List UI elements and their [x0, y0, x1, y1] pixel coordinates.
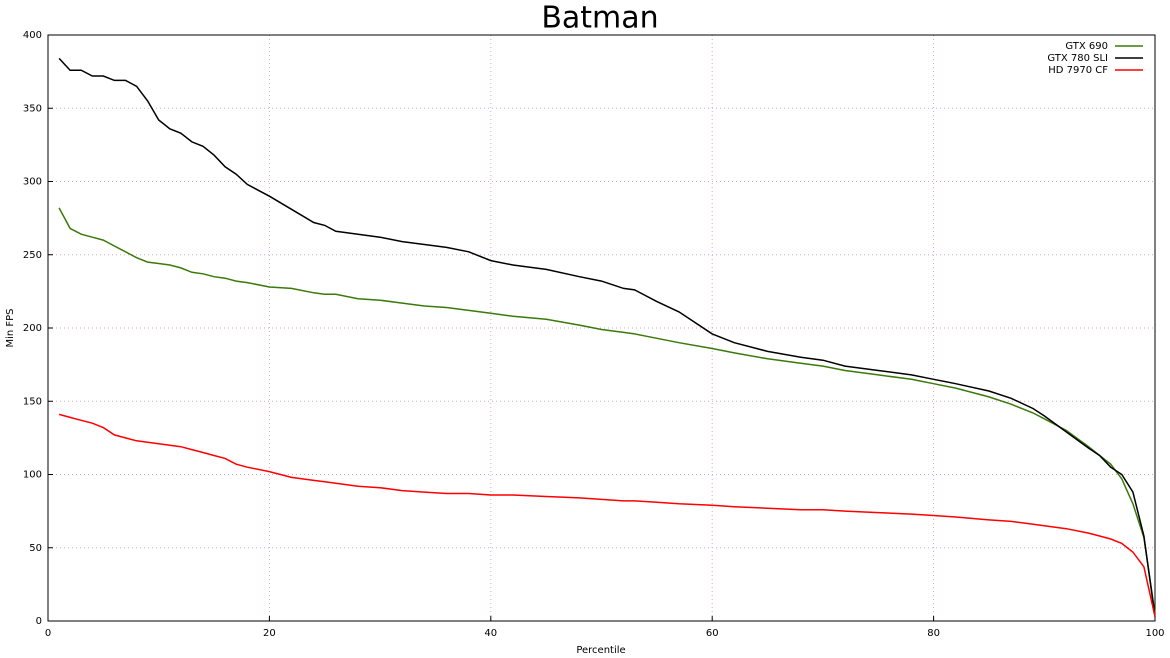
y-axis-label: Min FPS: [5, 308, 16, 347]
legend-label: GTX 780 SLI: [1047, 53, 1108, 64]
x-tick-label: 20: [263, 628, 276, 639]
y-tick-label: 100: [23, 470, 42, 481]
y-tick-label: 250: [23, 250, 42, 261]
y-tick-label: 400: [23, 30, 42, 41]
x-axis-label: Percentile: [576, 645, 625, 656]
series-line: [58, 413, 1156, 617]
y-tick-label: 0: [36, 616, 42, 627]
y-tick-label: 350: [23, 103, 42, 114]
series-line: [58, 207, 1156, 614]
y-tick-label: 200: [23, 323, 42, 334]
series-line: [58, 57, 1156, 617]
x-tick-label: 60: [706, 628, 719, 639]
x-tick-label: 40: [484, 628, 497, 639]
legend-label: HD 7970 CF: [1048, 65, 1108, 76]
y-tick-label: 300: [23, 177, 42, 188]
plot-frame: [47, 34, 1156, 622]
x-tick-label: 80: [927, 628, 940, 639]
x-tick-label: 100: [1145, 628, 1164, 639]
x-tick-label: 0: [45, 628, 51, 639]
legend-label: GTX 690: [1065, 41, 1108, 52]
y-tick-label: 50: [29, 543, 42, 554]
chart-title: Batman: [541, 1, 658, 36]
y-tick-label: 150: [23, 396, 42, 407]
